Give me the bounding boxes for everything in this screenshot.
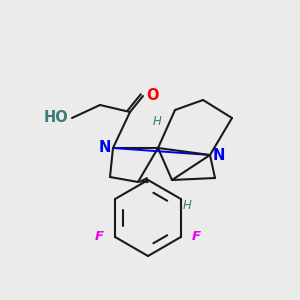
Text: N: N bbox=[213, 148, 225, 163]
Text: HO: HO bbox=[43, 110, 68, 125]
Text: H: H bbox=[153, 115, 161, 128]
Text: N: N bbox=[99, 140, 111, 154]
Text: H: H bbox=[183, 199, 192, 212]
Text: F: F bbox=[192, 230, 201, 244]
Text: O: O bbox=[146, 88, 158, 103]
Text: F: F bbox=[95, 230, 104, 244]
